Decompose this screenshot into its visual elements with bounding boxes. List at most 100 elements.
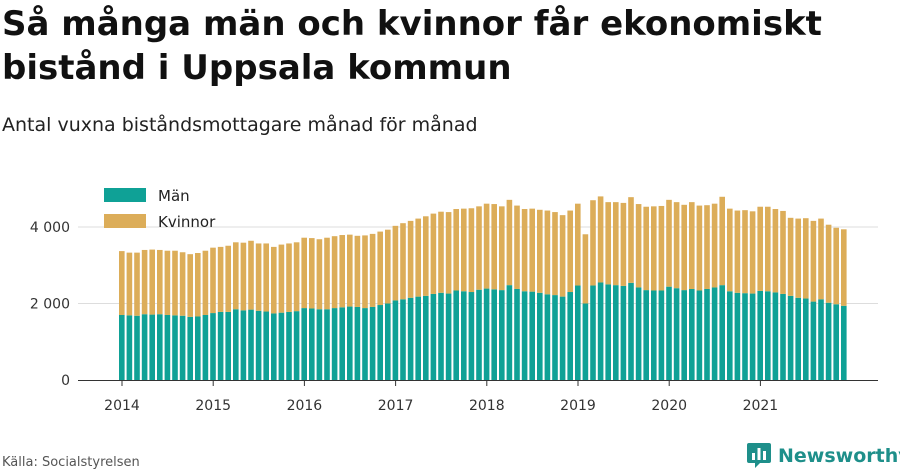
- bar-men: [666, 286, 672, 380]
- bar-men: [772, 292, 779, 380]
- bar-men: [445, 293, 452, 380]
- bar-men: [810, 301, 817, 380]
- bar-men: [689, 288, 695, 380]
- bar-men: [635, 287, 642, 380]
- bar-men: [567, 292, 573, 380]
- bar-women: [225, 245, 231, 312]
- bar-women: [833, 227, 839, 305]
- bar-women: [628, 197, 634, 283]
- bar-men: [818, 299, 824, 380]
- legend-label: Män: [158, 187, 190, 205]
- bar-women: [506, 199, 513, 286]
- bar-women: [324, 237, 330, 310]
- bar-women: [787, 217, 794, 296]
- bar-men: [491, 289, 497, 380]
- bar-men: [293, 311, 300, 380]
- bar-men: [278, 312, 285, 380]
- bar-women: [445, 212, 452, 294]
- bar-men: [780, 293, 786, 380]
- bar-women: [468, 208, 475, 293]
- x-tick-label: 2018: [469, 398, 505, 414]
- y-axis-ticks: 0 2 000 4 000: [30, 220, 70, 389]
- bar-women: [772, 209, 779, 293]
- x-tick-label: 2019: [560, 398, 596, 414]
- bar-women: [704, 205, 710, 289]
- bar-men: [248, 309, 254, 380]
- bar-women: [179, 252, 186, 316]
- bar-women: [841, 229, 847, 306]
- bar-women: [765, 206, 771, 292]
- bar-women: [544, 210, 551, 295]
- bar-women: [666, 199, 672, 287]
- bar-men: [628, 282, 634, 381]
- bar-women: [164, 250, 171, 315]
- bar-men: [833, 304, 839, 380]
- bar-men: [483, 288, 490, 380]
- x-tick-label: 2017: [378, 398, 414, 414]
- bar-men: [613, 285, 619, 380]
- bar-men: [711, 287, 718, 380]
- bar-men: [423, 295, 429, 380]
- bar-women: [582, 234, 589, 304]
- bar-men: [126, 315, 133, 380]
- bar-women: [286, 243, 292, 312]
- bar-women: [742, 210, 748, 294]
- bar-women: [635, 204, 642, 288]
- bar-women: [673, 202, 680, 289]
- bar-women: [195, 253, 201, 317]
- bar-women: [780, 210, 786, 294]
- bar-men: [544, 294, 551, 380]
- bar-men: [749, 293, 756, 380]
- bar-men: [521, 291, 528, 380]
- bar-women: [263, 243, 269, 312]
- bar-men: [407, 297, 414, 380]
- bar-men: [727, 291, 733, 380]
- x-tick-label: 2014: [104, 398, 140, 414]
- brand-name: Newsworthy: [778, 445, 900, 467]
- bar-women: [727, 208, 733, 292]
- bar-women: [613, 202, 619, 286]
- bar-women: [643, 206, 649, 291]
- bar-women: [331, 236, 338, 309]
- bar-women: [795, 218, 801, 298]
- bar-men: [301, 308, 307, 380]
- bar-women: [658, 205, 665, 291]
- bar-women: [347, 234, 353, 307]
- bar-women: [119, 251, 125, 315]
- bar-men: [803, 298, 809, 380]
- bar-men: [430, 293, 437, 380]
- bar-men: [787, 295, 794, 380]
- bar-women: [651, 206, 657, 291]
- bar-men: [164, 314, 171, 381]
- bar-men: [681, 290, 687, 380]
- bar-men: [263, 311, 269, 380]
- bar-men: [400, 299, 406, 380]
- bar-men: [499, 290, 505, 380]
- x-tick-label: 2015: [195, 398, 231, 414]
- bar-men: [331, 308, 338, 380]
- bar-women: [210, 247, 216, 314]
- bar-women: [248, 240, 254, 310]
- bar-women: [438, 211, 444, 293]
- bar-men: [575, 285, 581, 380]
- bar-men: [255, 310, 262, 380]
- bar-women: [575, 203, 581, 286]
- chart-subtitle: Antal vuxna biståndsmottagare månad för …: [2, 114, 478, 136]
- bar-men: [795, 297, 801, 380]
- bar-men: [673, 288, 680, 380]
- bar-men: [347, 306, 353, 380]
- bar-women: [407, 220, 414, 298]
- bar-women: [499, 206, 505, 291]
- brand-logo[interactable]: Newsworthy: [746, 442, 900, 470]
- bar-women: [362, 235, 368, 309]
- bar-women: [552, 212, 558, 296]
- bar-men: [643, 290, 649, 380]
- bar-women: [818, 218, 824, 300]
- bar-men: [385, 303, 391, 380]
- bar-men: [757, 290, 763, 380]
- bar-women: [537, 209, 543, 293]
- bar-men: [362, 308, 368, 380]
- legend-label: Kvinnor: [158, 213, 216, 231]
- bar-women: [825, 224, 832, 303]
